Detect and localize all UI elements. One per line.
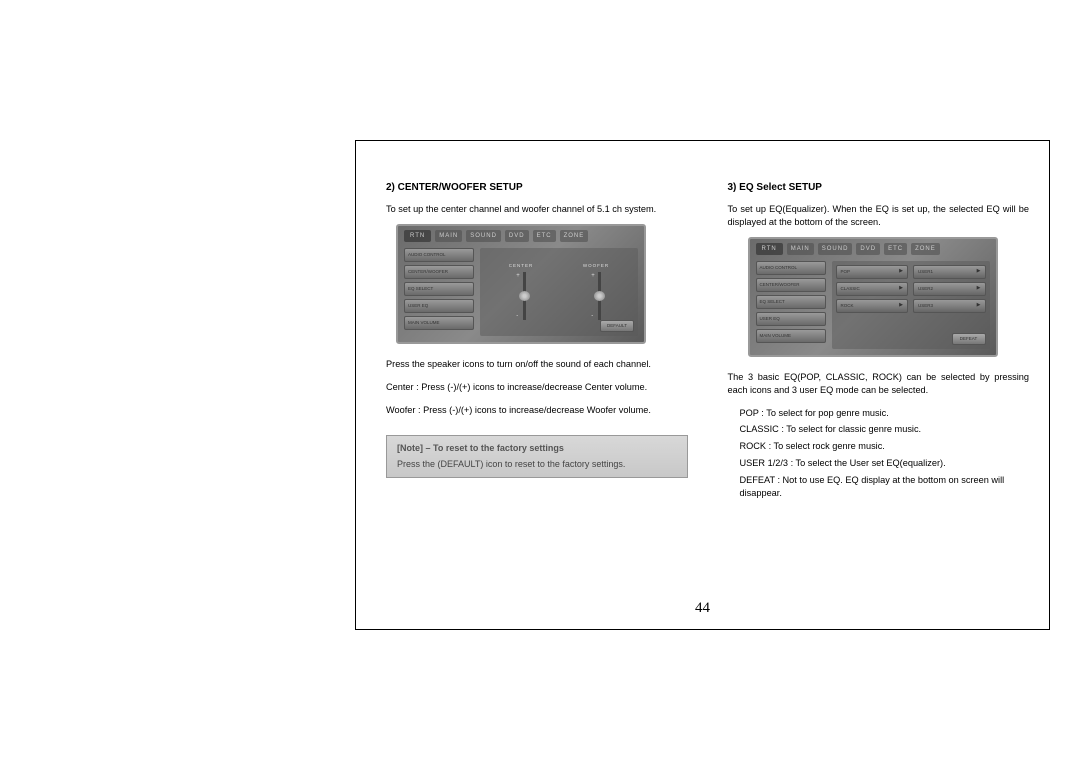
- side-btn: EQ SELECT: [404, 282, 474, 296]
- slider-area: CENTER +- WOOFER +-: [480, 248, 638, 336]
- rtn-tab: RTN: [756, 243, 783, 255]
- page-border: 2) CENTER/WOOFER SETUP To set up the cen…: [355, 140, 1050, 630]
- screenshot-body: AUDIO CONTROL CENTER/WOOFER EQ SELECT US…: [756, 261, 990, 349]
- side-btn: EQ SELECT: [756, 295, 826, 309]
- left-screenshot: RTN MAIN SOUND DVD ETC ZONE AUDIO CONTRO…: [396, 224, 646, 344]
- left-section-title: 2) CENTER/WOOFER SETUP: [386, 181, 688, 195]
- eq-btn: USER3▶: [913, 299, 986, 313]
- tab: ETC: [533, 230, 556, 242]
- note-body: Press the (DEFAULT) icon to reset to the…: [397, 458, 677, 471]
- rtn-tab: RTN: [404, 230, 431, 242]
- right-section-title: 3) EQ Select SETUP: [728, 181, 1030, 195]
- right-intro: To set up EQ(Equalizer). When the EQ is …: [728, 203, 1030, 229]
- eq-btn: POP▶: [836, 265, 909, 279]
- side-btn: AUDIO CONTROL: [756, 261, 826, 275]
- side-btn: USER EQ: [756, 312, 826, 326]
- side-btn: MAIN VOLUME: [756, 329, 826, 343]
- left-line1: Press the speaker icons to turn on/off t…: [386, 358, 688, 371]
- woofer-slider: WOOFER +-: [583, 263, 609, 320]
- note-title: [Note] – To reset to the factory setting…: [397, 442, 677, 455]
- list-item: CLASSIC : To select for classic genre mu…: [740, 423, 1030, 436]
- right-screenshot: RTN MAIN SOUND DVD ETC ZONE AUDIO CONTRO…: [748, 237, 998, 357]
- center-slider: CENTER +-: [509, 263, 534, 320]
- tab: MAIN: [435, 230, 462, 242]
- tab: ZONE: [560, 230, 589, 242]
- list-item: DEFEAT : Not to use EQ. EQ display at th…: [740, 474, 1030, 500]
- columns: 2) CENTER/WOOFER SETUP To set up the cen…: [386, 181, 1029, 609]
- side-btn: CENTER/WOOFER: [756, 278, 826, 292]
- screenshot-tabs: RTN MAIN SOUND DVD ETC ZONE: [756, 243, 990, 255]
- list-item: USER 1/2/3 : To select the User set EQ(e…: [740, 457, 1030, 470]
- left-line3: Woofer : Press (-)/(+) icons to increase…: [386, 404, 688, 417]
- eq-btn: ROCK▶: [836, 299, 909, 313]
- tab: DVD: [505, 230, 529, 242]
- side-buttons: AUDIO CONTROL CENTER/WOOFER EQ SELECT US…: [756, 261, 826, 349]
- default-btn: DEFAULT: [600, 320, 634, 332]
- list-item: ROCK : To select rock genre music.: [740, 440, 1030, 453]
- side-btn: AUDIO CONTROL: [404, 248, 474, 262]
- side-btn: USER EQ: [404, 299, 474, 313]
- tab: SOUND: [466, 230, 501, 242]
- list-item: POP : To select for pop genre music.: [740, 407, 1030, 420]
- side-btn: MAIN VOLUME: [404, 316, 474, 330]
- tab: ETC: [884, 243, 907, 255]
- left-column: 2) CENTER/WOOFER SETUP To set up the cen…: [386, 181, 688, 609]
- note-box: [Note] – To reset to the factory setting…: [386, 435, 688, 478]
- screenshot-tabs: RTN MAIN SOUND DVD ETC ZONE: [404, 230, 638, 242]
- side-btn: CENTER/WOOFER: [404, 265, 474, 279]
- right-line1: The 3 basic EQ(POP, CLASSIC, ROCK) can b…: [728, 371, 1030, 397]
- tab: ZONE: [911, 243, 940, 255]
- left-intro: To set up the center channel and woofer …: [386, 203, 688, 216]
- left-line2: Center : Press (-)/(+) icons to increase…: [386, 381, 688, 394]
- defeat-btn: DEFEAT: [952, 333, 986, 345]
- right-column: 3) EQ Select SETUP To set up EQ(Equalize…: [728, 181, 1030, 609]
- eq-btn: CLASSIC▶: [836, 282, 909, 296]
- side-buttons: AUDIO CONTROL CENTER/WOOFER EQ SELECT US…: [404, 248, 474, 336]
- eq-btn: USER2▶: [913, 282, 986, 296]
- eq-area: POP▶ USER1▶ CLASSIC▶ USER2▶ ROCK▶ USER3▶…: [832, 261, 990, 349]
- tab: SOUND: [818, 243, 853, 255]
- tab: DVD: [856, 243, 880, 255]
- eq-btn: USER1▶: [913, 265, 986, 279]
- eq-list: POP : To select for pop genre music. CLA…: [728, 407, 1030, 500]
- screenshot-body: AUDIO CONTROL CENTER/WOOFER EQ SELECT US…: [404, 248, 638, 336]
- tab: MAIN: [787, 243, 814, 255]
- page-number: 44: [695, 600, 710, 617]
